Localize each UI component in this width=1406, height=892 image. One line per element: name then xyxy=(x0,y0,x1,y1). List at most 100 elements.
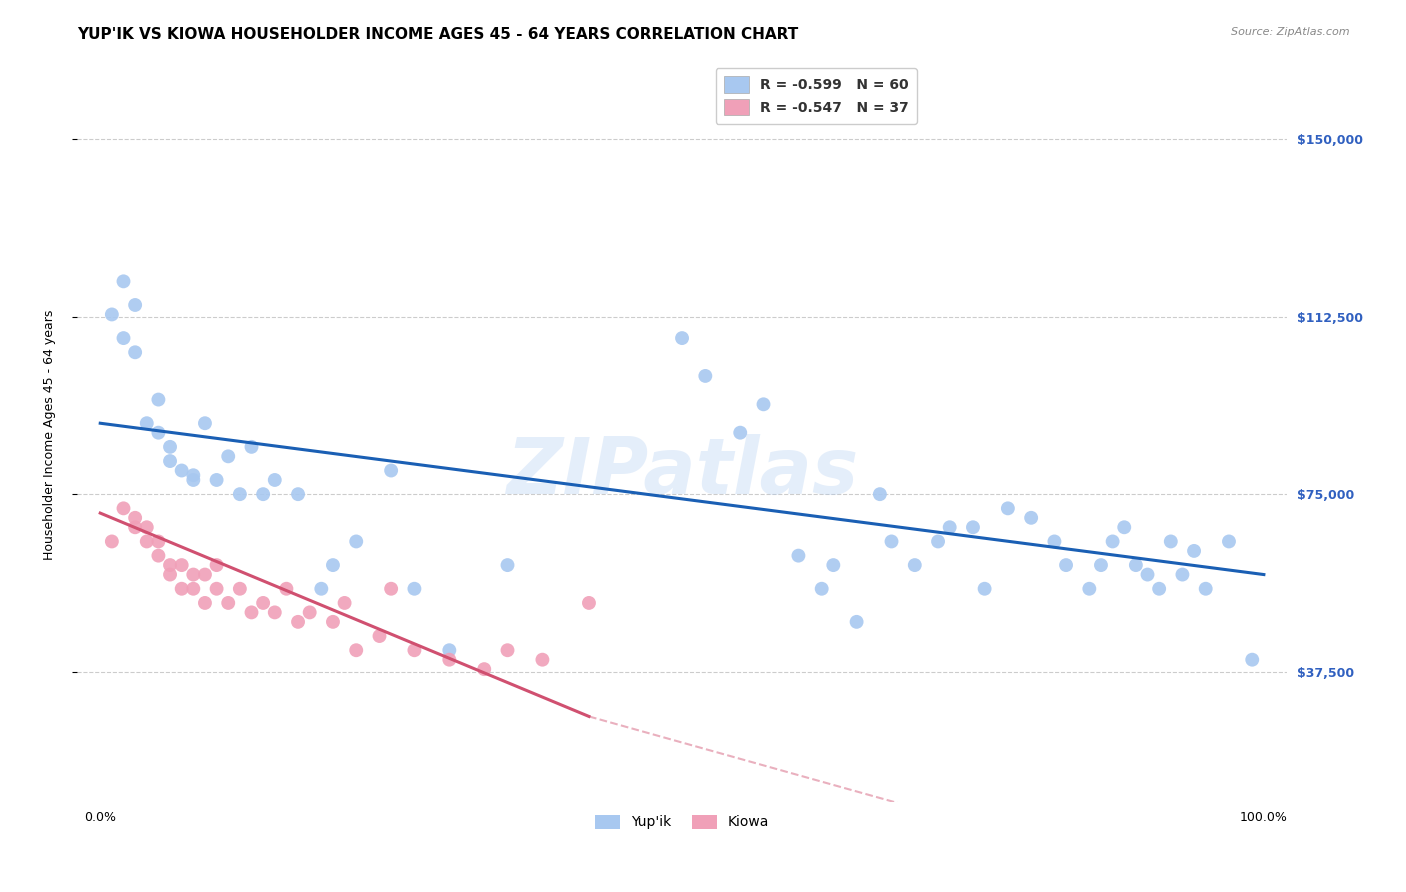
Point xyxy=(322,558,344,573)
Point xyxy=(380,463,402,477)
Point xyxy=(217,450,239,464)
Point xyxy=(869,487,891,501)
Point xyxy=(333,596,356,610)
Point xyxy=(1090,558,1112,573)
Point xyxy=(927,534,949,549)
Point xyxy=(240,606,263,620)
Point xyxy=(1218,534,1240,549)
Point xyxy=(344,643,367,657)
Point xyxy=(229,487,252,501)
Point xyxy=(1195,582,1218,596)
Point xyxy=(205,558,228,573)
Point xyxy=(287,487,309,501)
Point xyxy=(124,298,146,312)
Point xyxy=(531,653,554,667)
Point xyxy=(181,582,204,596)
Point xyxy=(287,615,309,629)
Point xyxy=(112,274,135,288)
Point xyxy=(787,549,810,563)
Point xyxy=(181,473,204,487)
Point xyxy=(159,558,181,573)
Legend: Yup'ik, Kiowa: Yup'ik, Kiowa xyxy=(589,809,775,835)
Point xyxy=(205,473,228,487)
Point xyxy=(671,331,693,345)
Point xyxy=(1125,558,1147,573)
Point xyxy=(181,567,204,582)
Point xyxy=(311,582,333,596)
Point xyxy=(880,534,903,549)
Point xyxy=(124,511,146,525)
Point xyxy=(194,567,217,582)
Point xyxy=(973,582,995,596)
Point xyxy=(252,596,274,610)
Point xyxy=(148,534,170,549)
Point xyxy=(938,520,960,534)
Y-axis label: Householder Income Ages 45 - 64 years: Householder Income Ages 45 - 64 years xyxy=(44,310,56,560)
Point xyxy=(229,582,252,596)
Point xyxy=(148,425,170,440)
Point xyxy=(1241,653,1264,667)
Point xyxy=(170,463,193,477)
Point xyxy=(159,440,181,454)
Point xyxy=(404,643,426,657)
Point xyxy=(124,345,146,359)
Point xyxy=(263,473,285,487)
Point xyxy=(135,520,157,534)
Text: YUP'IK VS KIOWA HOUSEHOLDER INCOME AGES 45 - 64 YEARS CORRELATION CHART: YUP'IK VS KIOWA HOUSEHOLDER INCOME AGES … xyxy=(77,27,799,42)
Point xyxy=(1160,534,1182,549)
Point xyxy=(298,606,321,620)
Point xyxy=(194,416,217,430)
Point xyxy=(159,454,181,468)
Point xyxy=(962,520,984,534)
Point xyxy=(1019,511,1042,525)
Point xyxy=(578,596,600,610)
Point xyxy=(148,392,170,407)
Point xyxy=(1182,544,1205,558)
Text: Source: ZipAtlas.com: Source: ZipAtlas.com xyxy=(1232,27,1350,37)
Point xyxy=(148,549,170,563)
Point xyxy=(322,615,344,629)
Point xyxy=(1171,567,1194,582)
Point xyxy=(1147,582,1170,596)
Point xyxy=(101,308,124,322)
Point xyxy=(181,468,204,483)
Point xyxy=(135,416,157,430)
Point xyxy=(1101,534,1123,549)
Point xyxy=(439,653,461,667)
Point xyxy=(240,440,263,454)
Point xyxy=(845,615,868,629)
Point xyxy=(170,582,193,596)
Point xyxy=(101,534,124,549)
Point xyxy=(997,501,1019,516)
Point xyxy=(380,582,402,596)
Point xyxy=(728,425,751,440)
Point xyxy=(276,582,298,596)
Point xyxy=(496,643,519,657)
Point xyxy=(823,558,845,573)
Point xyxy=(135,534,157,549)
Point xyxy=(368,629,391,643)
Point xyxy=(1136,567,1159,582)
Point xyxy=(344,534,367,549)
Point xyxy=(404,582,426,596)
Point xyxy=(205,582,228,596)
Point xyxy=(810,582,832,596)
Point xyxy=(112,331,135,345)
Point xyxy=(904,558,927,573)
Point xyxy=(1114,520,1136,534)
Point xyxy=(1043,534,1066,549)
Point xyxy=(752,397,775,411)
Point xyxy=(194,596,217,610)
Point xyxy=(170,558,193,573)
Text: ZIPatlas: ZIPatlas xyxy=(506,434,858,509)
Point xyxy=(439,643,461,657)
Point xyxy=(112,501,135,516)
Point xyxy=(472,662,495,676)
Point xyxy=(159,567,181,582)
Point xyxy=(217,596,239,610)
Point xyxy=(496,558,519,573)
Point xyxy=(1078,582,1101,596)
Point xyxy=(1054,558,1077,573)
Point xyxy=(263,606,285,620)
Point xyxy=(695,368,717,383)
